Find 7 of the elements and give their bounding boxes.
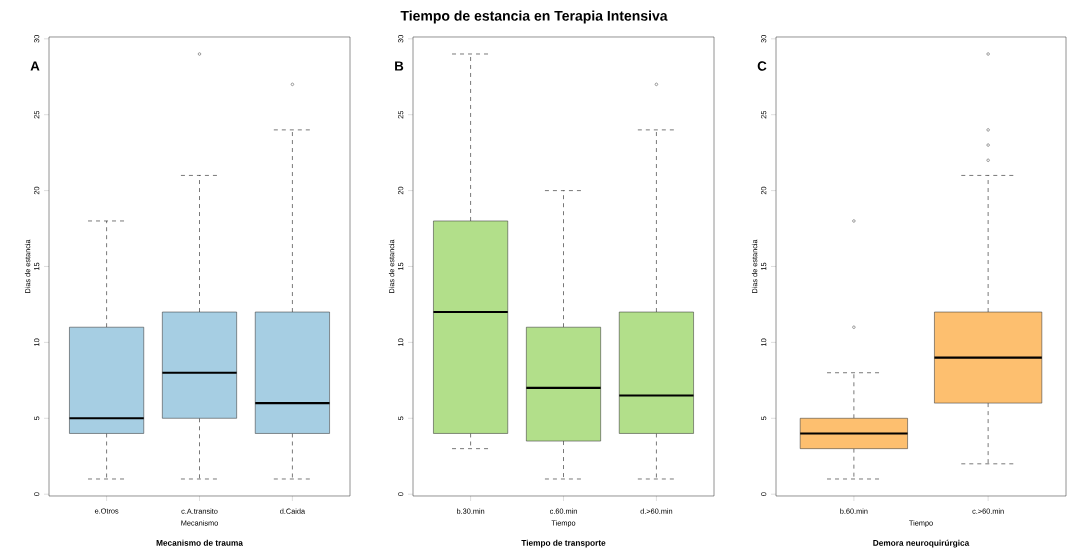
text: C bbox=[757, 61, 767, 71]
text: Tiempo de transporte bbox=[521, 539, 606, 548]
text: Mecanismo de trauma bbox=[156, 539, 243, 546]
text: B bbox=[395, 61, 404, 71]
text: A bbox=[30, 61, 40, 71]
chart-title: Tiempo de estancia en Terapia Intensiva bbox=[400, 10, 668, 24]
text: Demora neuroquirúrgica bbox=[873, 539, 970, 548]
